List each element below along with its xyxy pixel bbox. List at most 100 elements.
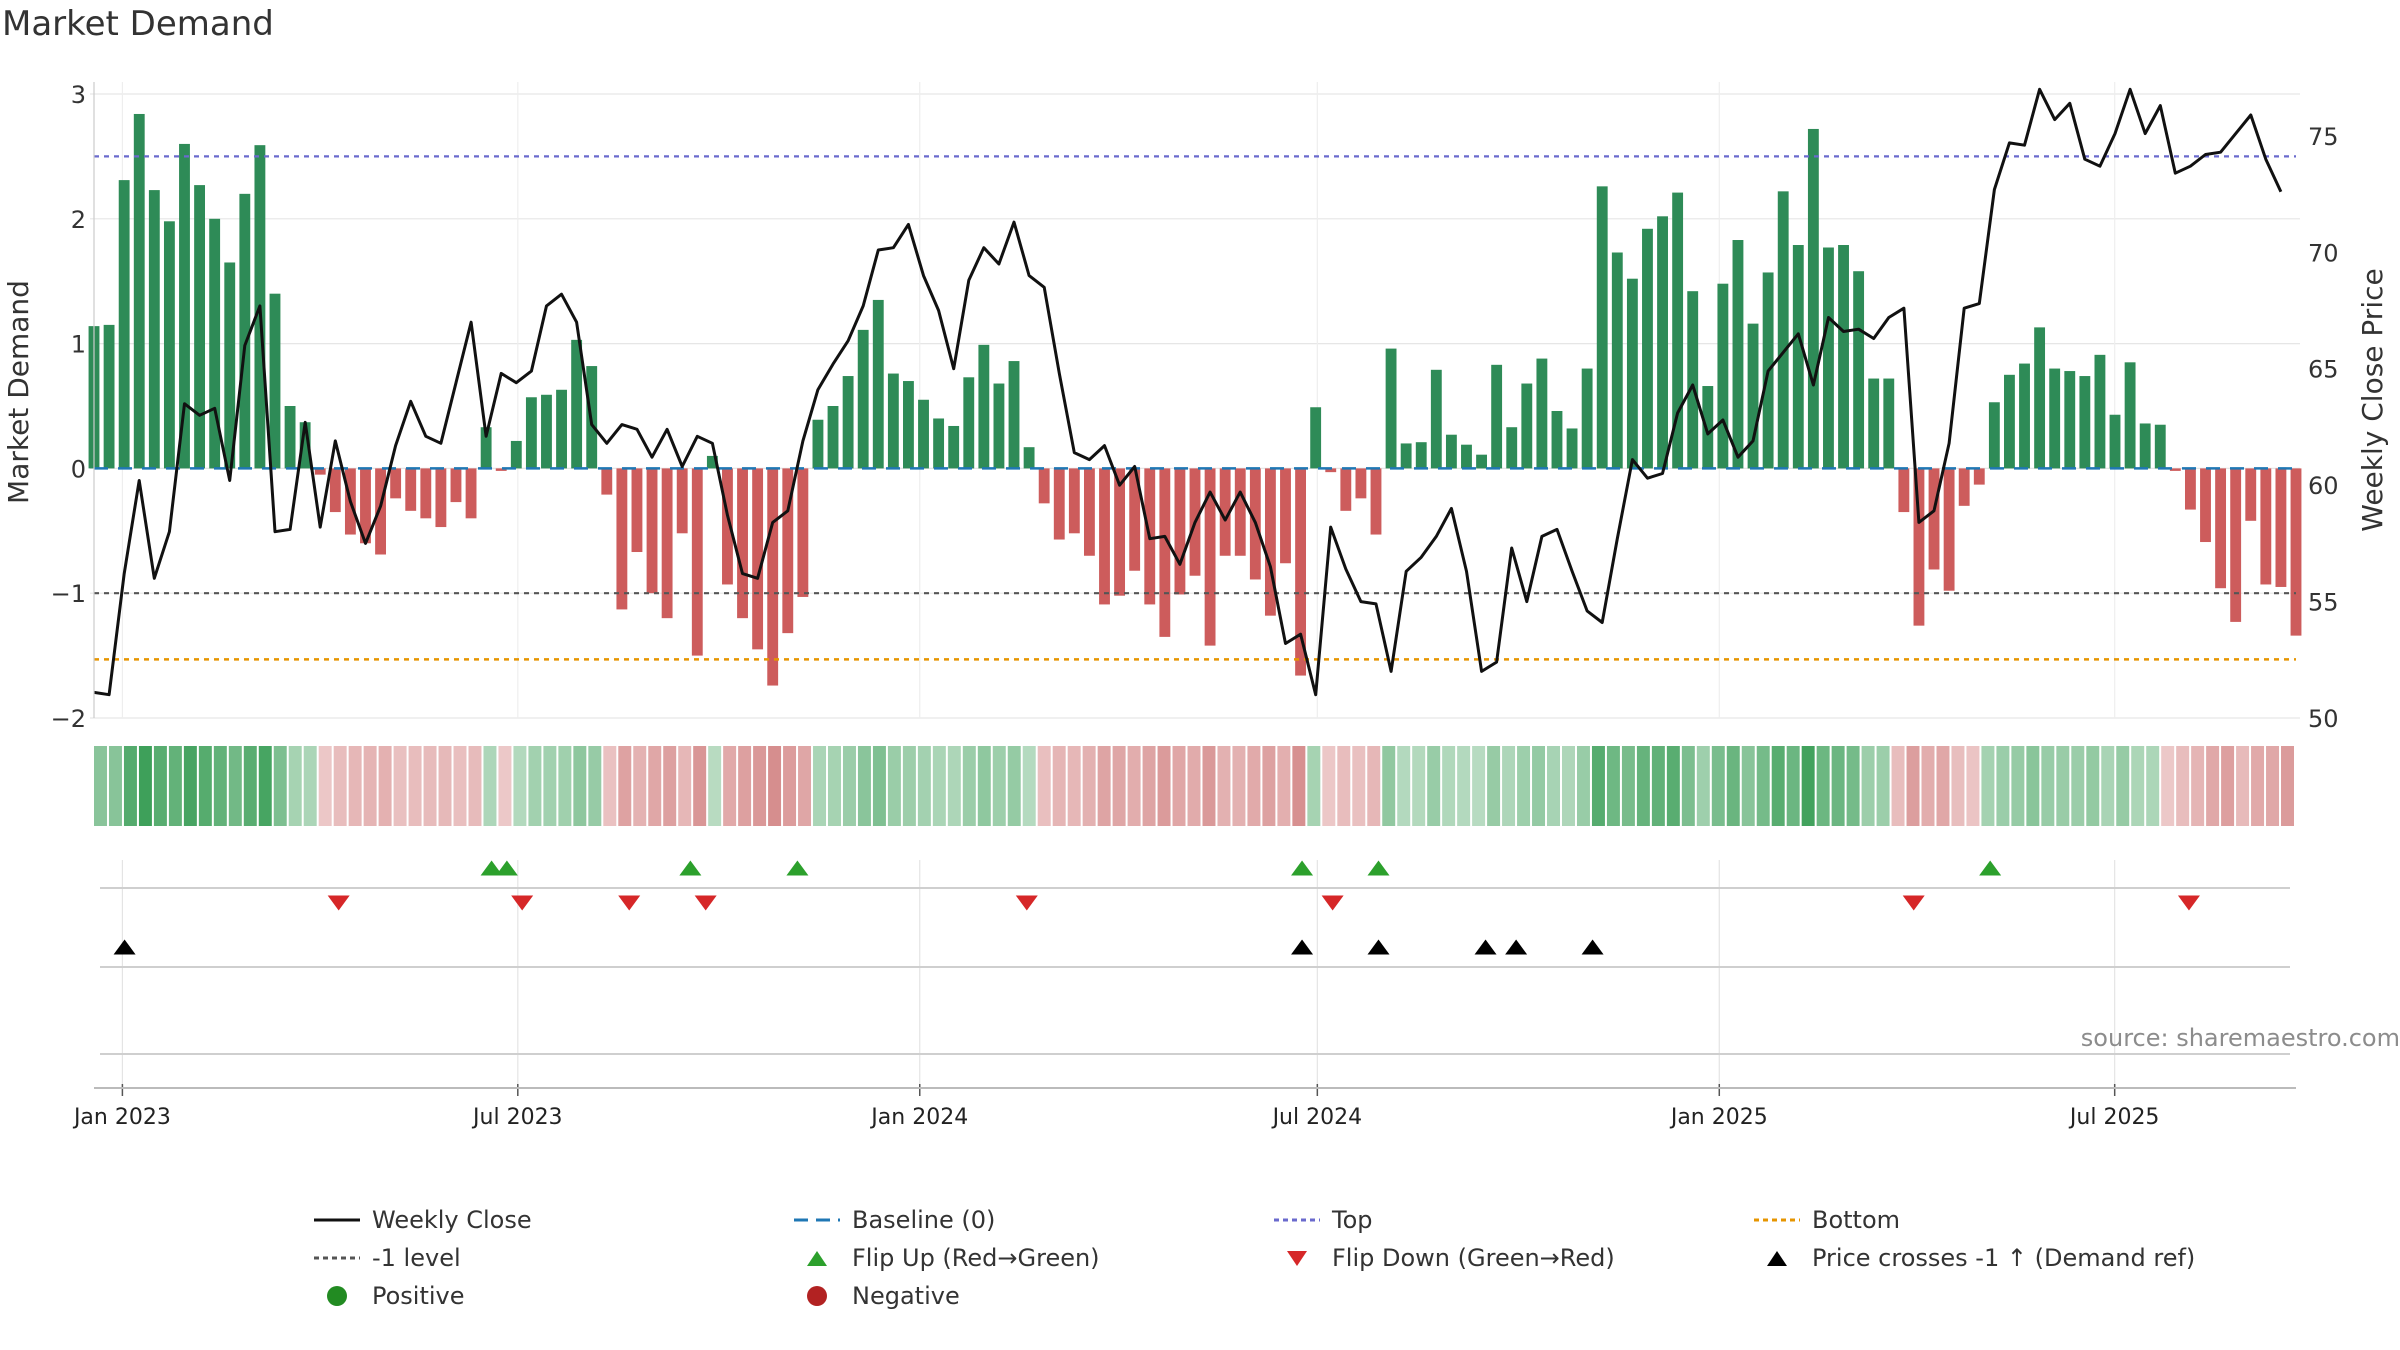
- demand-bar: [1642, 228, 1653, 469]
- heatmap-cell: [842, 746, 856, 826]
- demand-bar: [1943, 468, 1955, 591]
- heatmap-cell: [1861, 746, 1875, 826]
- heatmap-cell: [1187, 746, 1201, 826]
- heatmap-cell: [1232, 746, 1246, 826]
- legend-symbol-icon: [780, 1204, 852, 1236]
- demand-bar: [993, 383, 1005, 469]
- legend-symbol-icon: [300, 1242, 372, 1274]
- demand-bar: [857, 329, 869, 469]
- demand-bar: [978, 344, 990, 469]
- demand-bar: [1672, 192, 1684, 469]
- demand-bar: [1129, 468, 1141, 571]
- flip-down-marker: [511, 895, 534, 911]
- flip-down-marker: [327, 895, 350, 911]
- heatmap-cell: [1621, 746, 1635, 826]
- signal-markers: [113, 860, 2200, 955]
- heatmap-cell: [2071, 746, 2085, 826]
- demand-bar: [1068, 468, 1080, 534]
- heatmap-cell: [468, 746, 482, 826]
- demand-bar: [842, 376, 854, 469]
- demand-bar: [2260, 468, 2272, 585]
- heatmap-cell: [1007, 746, 1021, 826]
- legend-symbol-icon: [1260, 1242, 1332, 1274]
- y-tick-label: 0: [71, 455, 86, 483]
- heatmap-cell: [303, 746, 317, 826]
- demand-bar: [1913, 468, 1925, 626]
- heatmap-cell: [198, 746, 212, 826]
- demand-bar: [812, 419, 824, 469]
- heatmap-cell: [288, 746, 302, 826]
- legend-symbol-icon: [780, 1280, 852, 1312]
- heatmap-cell: [1951, 746, 1965, 826]
- heatmap-cell: [1142, 746, 1156, 826]
- y-tick-label: 2: [71, 206, 86, 234]
- demand-bar: [1099, 468, 1110, 605]
- heatmap-cell: [828, 746, 841, 826]
- demand-bar: [706, 455, 718, 469]
- source-credit: source: sharemaestro.com: [2080, 1024, 2400, 1052]
- demand-bar: [767, 468, 779, 686]
- heatmap-cell: [813, 746, 826, 826]
- heatmap-cell: [1846, 746, 1860, 826]
- demand-bar: [405, 468, 417, 511]
- heatmap-cell: [753, 746, 767, 826]
- y2-tick-label: 50: [2308, 705, 2339, 733]
- heatmap-cell: [1936, 746, 1950, 826]
- demand-bar: [1053, 468, 1065, 540]
- heatmap-cell: [783, 746, 797, 826]
- heatmap-cell: [1786, 746, 1800, 826]
- demand-bar: [1159, 468, 1171, 637]
- demand-bar: [1747, 323, 1759, 469]
- heatmap-cell: [932, 746, 946, 826]
- legend-symbol-icon: [300, 1204, 372, 1236]
- flip-down-marker: [694, 895, 717, 911]
- demand-bar: [1521, 383, 1533, 469]
- demand-bar: [2064, 371, 2076, 469]
- demand-bar: [224, 262, 236, 469]
- heatmap-cell: [228, 746, 242, 826]
- heatmap-cell: [168, 746, 182, 826]
- heatmap-cell: [273, 746, 287, 826]
- grid: [90, 82, 2300, 1090]
- heatmap-cell: [1352, 746, 1366, 826]
- demand-bar: [1807, 128, 1819, 469]
- demand-bar: [601, 468, 613, 495]
- legend-label: Flip Up (Red→Green): [852, 1244, 1100, 1272]
- legend-item: -1 level: [300, 1242, 780, 1274]
- demand-bar: [465, 468, 477, 519]
- demand-bar: [948, 425, 960, 469]
- heatmap-cell: [2011, 746, 2025, 826]
- legend-item: Weekly Close: [300, 1204, 780, 1236]
- y2-tick-label: 75: [2308, 123, 2339, 151]
- heatmap-cell: [992, 746, 1006, 826]
- demand-bar: [314, 468, 326, 475]
- demand-bar: [2049, 368, 2061, 469]
- price-cross-marker: [1367, 939, 1390, 955]
- heatmap-cell: [1307, 746, 1321, 826]
- flip-up-marker: [1291, 860, 1314, 876]
- demand-bar: [1445, 434, 1457, 469]
- demand-bar: [676, 468, 688, 534]
- demand-bar: [1234, 468, 1246, 556]
- heatmap-cell: [1127, 746, 1141, 826]
- heatmap-cell: [1966, 746, 1980, 826]
- demand-bar: [2139, 423, 2151, 469]
- heatmap-cell: [153, 746, 167, 826]
- legend-label: Price crosses -1 ↑ (Demand ref): [1812, 1244, 2196, 1272]
- demand-bar: [1415, 442, 1427, 469]
- legend-symbol-icon: [780, 1242, 852, 1274]
- legend-item: Top: [1260, 1204, 1740, 1236]
- heatmap-cell: [1337, 746, 1351, 826]
- demand-bar: [1958, 468, 1970, 506]
- demand-bar: [525, 397, 537, 469]
- demand-bar: [239, 193, 251, 469]
- heatmap-cell: [2041, 746, 2055, 826]
- demand-bar: [284, 406, 296, 469]
- heatmap-cell: [738, 746, 752, 826]
- flip-down-marker: [2177, 895, 2200, 911]
- heatmap-cell: [318, 746, 332, 826]
- heatmap-cell: [2251, 746, 2265, 826]
- heatmap-cell: [1097, 746, 1111, 826]
- demand-bar: [1536, 358, 1548, 469]
- demand-bar: [1280, 468, 1291, 564]
